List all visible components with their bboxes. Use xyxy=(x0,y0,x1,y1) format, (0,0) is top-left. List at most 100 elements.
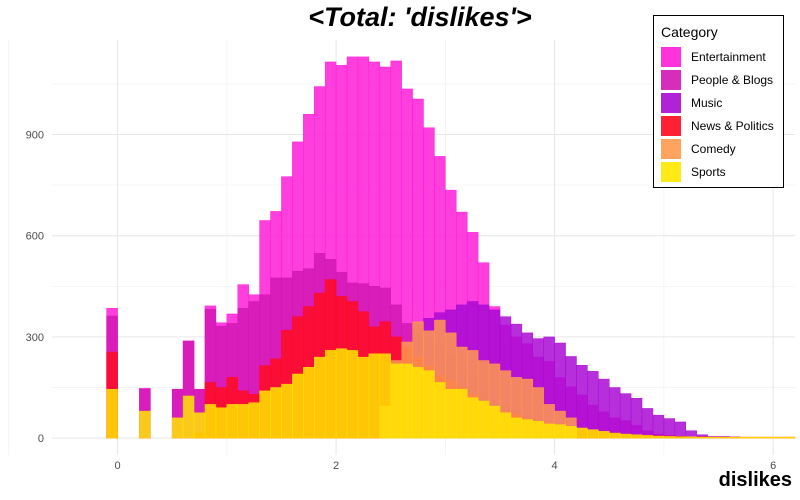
legend-swatch xyxy=(661,116,681,136)
bar xyxy=(587,371,599,439)
bar xyxy=(587,429,599,439)
bar xyxy=(674,436,686,439)
legend-label: News & Politics xyxy=(691,119,774,133)
legend-swatch xyxy=(661,70,681,90)
x-axis-label: dislikes xyxy=(718,469,792,491)
bar xyxy=(477,400,490,439)
histogram-bars xyxy=(106,56,796,439)
legend-item-people-blogs: People & Blogs xyxy=(661,70,781,93)
bar xyxy=(139,410,151,439)
bar xyxy=(740,436,752,439)
bar xyxy=(652,435,665,439)
bar xyxy=(619,393,632,439)
bar xyxy=(598,431,610,439)
bar xyxy=(663,436,676,439)
bar xyxy=(663,418,676,439)
bar xyxy=(434,382,446,439)
bar xyxy=(324,350,337,439)
bar xyxy=(619,433,632,439)
bar xyxy=(510,417,523,439)
bar xyxy=(707,436,719,439)
bar xyxy=(718,436,730,439)
bar xyxy=(390,363,402,439)
series-sports xyxy=(106,348,796,439)
bar xyxy=(270,387,282,439)
bar xyxy=(248,402,260,439)
bar xyxy=(630,398,643,439)
x-tick-label: 2 xyxy=(333,460,339,472)
bar xyxy=(532,421,544,439)
bar xyxy=(204,404,217,439)
y-tick-label: 0 xyxy=(38,433,44,445)
bar xyxy=(401,363,413,439)
bar xyxy=(499,412,512,439)
legend-swatch xyxy=(661,47,681,67)
bar xyxy=(652,414,665,439)
bar xyxy=(368,353,381,439)
legend-label: People & Blogs xyxy=(691,73,774,87)
bar xyxy=(335,348,348,439)
bar xyxy=(423,370,435,439)
bar xyxy=(313,356,326,439)
bar xyxy=(171,417,184,439)
legend-swatch xyxy=(661,93,681,113)
bar xyxy=(357,356,370,439)
legend-label: Music xyxy=(691,96,723,110)
legend-title: Category xyxy=(661,24,718,40)
bar xyxy=(193,412,206,439)
bar xyxy=(641,435,654,439)
bar xyxy=(412,367,424,439)
bar xyxy=(565,426,577,439)
bar xyxy=(292,373,304,439)
bar xyxy=(379,353,391,439)
bar xyxy=(685,436,697,439)
bar xyxy=(226,404,239,439)
bar xyxy=(466,397,479,439)
legend: Category Entertainment People & Blogs Mu… xyxy=(653,15,784,188)
legend-item-comedy: Comedy xyxy=(661,139,781,162)
legend-swatch xyxy=(661,162,681,182)
legend-label: Comedy xyxy=(691,142,736,156)
bar xyxy=(576,365,588,439)
bar xyxy=(772,436,785,439)
bar xyxy=(488,405,501,439)
x-tick-label: 6 xyxy=(770,460,776,472)
bar xyxy=(456,388,468,439)
x-tick-label: 4 xyxy=(552,460,558,472)
bar xyxy=(641,408,654,439)
legend-item-entertainment: Entertainment xyxy=(661,47,781,70)
bar xyxy=(182,395,195,439)
bar xyxy=(554,424,566,439)
legend-swatch xyxy=(661,139,681,159)
bar xyxy=(445,388,457,439)
bar xyxy=(215,407,228,439)
y-tick-label: 900 xyxy=(26,129,44,141)
bar xyxy=(696,436,708,439)
bar xyxy=(751,436,763,439)
legend-item-sports: Sports xyxy=(661,162,781,185)
y-tick-label: 300 xyxy=(26,332,44,344)
y-axis-ticks: 0 300 600 900 xyxy=(26,129,44,445)
bar xyxy=(674,421,686,439)
chart-title: <Total: 'dislikes'> xyxy=(308,2,532,32)
bar xyxy=(259,390,271,439)
y-tick-label: 600 xyxy=(26,231,44,243)
bar xyxy=(281,383,293,439)
bar xyxy=(783,436,796,439)
bar xyxy=(609,387,621,439)
bar xyxy=(237,404,249,439)
bar xyxy=(630,434,643,439)
bar xyxy=(106,388,118,439)
legend-label: Sports xyxy=(691,165,726,179)
bar xyxy=(346,350,359,439)
x-tick-label: 0 xyxy=(114,460,120,472)
bar xyxy=(543,423,555,439)
bar xyxy=(609,432,621,439)
bar xyxy=(521,419,534,439)
legend-item-news-politics: News & Politics xyxy=(661,116,781,139)
x-axis-ticks: 0 2 4 6 xyxy=(114,460,776,472)
bar xyxy=(761,436,774,439)
bar xyxy=(576,427,588,439)
bar xyxy=(729,436,741,439)
